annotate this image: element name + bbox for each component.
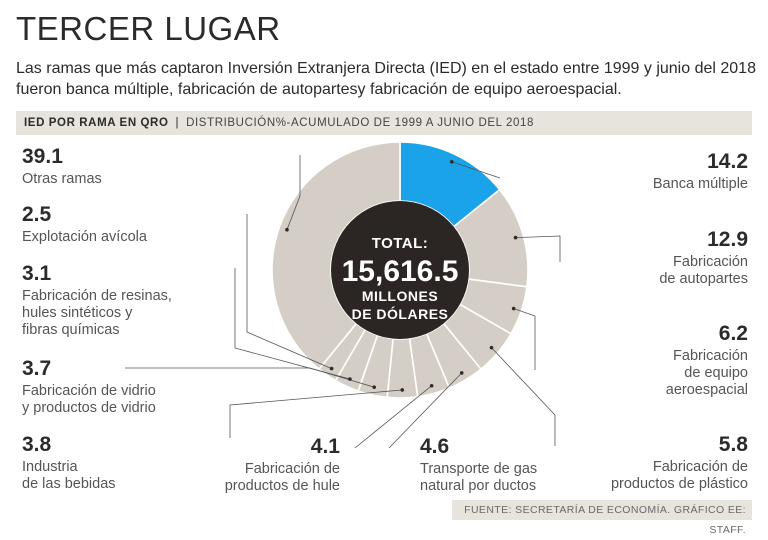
slice-value-label: 39.1	[22, 145, 63, 168]
center-disc	[331, 201, 469, 339]
center-total-label: TOTAL:	[372, 235, 429, 252]
leader-line	[246, 214, 332, 369]
chart-header-subtitle: DISTRIBUCIÓN%-ACUMULADO DE 1999 A JUNIO …	[186, 117, 535, 129]
center-total-value: 15,616.5	[342, 255, 459, 288]
slice-category-label: aeroespacial	[666, 382, 748, 398]
leader-dot	[513, 235, 518, 240]
leader-line	[491, 347, 556, 446]
slice-category-label: Transporte de gas	[420, 461, 537, 477]
slice-value-label: 2.5	[22, 203, 52, 226]
leader-line	[515, 235, 561, 262]
slice-category-label: de las bebidas	[22, 476, 116, 492]
leader-line	[286, 155, 301, 230]
slice-category-label: fibras químicas	[22, 322, 120, 338]
slice-category-label: de equipo	[684, 365, 748, 381]
leader-dot	[348, 377, 352, 381]
slice-category-label: Fabricación de	[245, 461, 340, 477]
page-title: TERCER LUGAR	[16, 10, 281, 47]
leader-line	[234, 268, 351, 380]
center-unit-line1: MILLONES	[362, 288, 438, 304]
slice-value-label: 6.2	[719, 322, 748, 345]
leader-dot	[429, 383, 434, 388]
leader-line	[388, 372, 463, 449]
chart-header-bar: IED POR RAMA EN QRO | DISTRIBUCIÓN%-ACUM…	[16, 111, 752, 135]
slice-value-label: 4.1	[311, 435, 341, 458]
slice-category-label: productos de hule	[225, 478, 340, 494]
slice-category-label: Fabricación de	[653, 459, 748, 475]
leader-line	[451, 161, 501, 179]
slice-category-label: Fabricación	[673, 254, 748, 270]
slice-category-label: hules sintéticos y	[22, 305, 133, 321]
leader-dot	[459, 371, 464, 375]
donut-slices	[271, 141, 529, 399]
slice-value-label: 3.1	[22, 262, 52, 285]
slice-value-label: 3.7	[22, 357, 51, 380]
slice-category-label: Fabricación de resinas,	[22, 288, 172, 304]
page-subtitle: Las ramas que más captaron Inversión Ext…	[16, 60, 756, 98]
leader-dot	[511, 306, 516, 311]
leader-dot	[400, 388, 405, 392]
leader-line	[513, 308, 536, 370]
leader-dot	[489, 345, 494, 350]
leader-line	[229, 389, 403, 438]
chart-header-title: IED POR RAMA EN QRO	[24, 117, 169, 129]
slice-category-label: Fabricación de vidrio	[22, 383, 156, 399]
slice-category-label: productos de plástico	[611, 476, 748, 492]
slice-value-label: 12.9	[707, 228, 748, 251]
leader-dot	[449, 159, 454, 164]
center-unit-line2: DE DÓLARES	[352, 305, 449, 322]
slice-category-label: Industria	[22, 459, 79, 475]
slice-value-label: 4.6	[420, 435, 449, 458]
leader-lines	[125, 155, 561, 449]
slice-category-label: Fabricación	[673, 348, 748, 364]
chart-header-separator: |	[175, 117, 180, 129]
leader-line	[354, 385, 432, 449]
slice-category-label: Explotación avícola	[22, 229, 148, 245]
slice-value-label: 14.2	[707, 150, 748, 173]
leader-dot	[372, 385, 376, 389]
source-note: FUENTE: SECRETARÍA DE ECONOMÍA. GRÁFICO …	[452, 500, 752, 536]
slice-category-label: Banca múltiple	[653, 176, 748, 192]
leader-dot	[285, 227, 289, 232]
slice-category-label: y productos de vidrio	[22, 400, 156, 416]
slice-value-label: 5.8	[719, 433, 749, 456]
slice-category-label: Otras ramas	[22, 171, 102, 187]
slice-value-label: 3.8	[22, 433, 52, 456]
leader-dot	[329, 366, 334, 371]
slice-category-label: de autopartes	[659, 271, 748, 287]
slice-category-label: natural por ductos	[420, 478, 536, 494]
